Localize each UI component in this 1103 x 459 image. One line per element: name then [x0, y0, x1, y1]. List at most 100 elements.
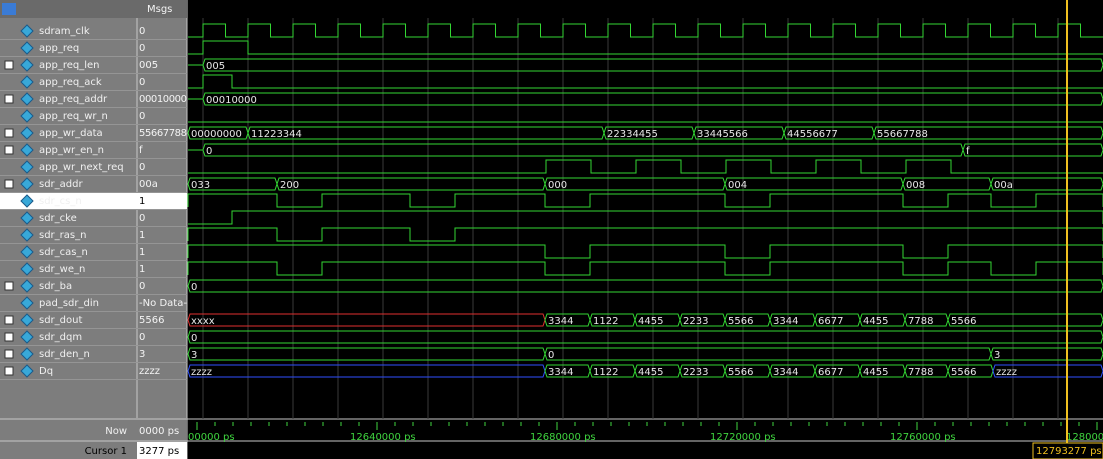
bus-value: 4455 — [638, 316, 663, 327]
expand-button[interactable] — [4, 366, 14, 376]
bus-value: 3344 — [548, 367, 573, 378]
signal-icon — [20, 92, 34, 106]
name-pane — [0, 0, 137, 459]
signal-name[interactable]: app_req_wr_n — [39, 111, 108, 122]
signal-icon — [20, 245, 34, 259]
expand-button[interactable] — [4, 145, 14, 155]
signal-value: zzzz — [139, 366, 160, 377]
signal-name[interactable]: sdr_cs_n — [39, 196, 82, 207]
bus-value: 005 — [206, 61, 225, 72]
signal-name[interactable]: app_req_len — [39, 60, 99, 71]
signal-name[interactable]: sdr_cke — [39, 213, 77, 224]
expand-button[interactable] — [4, 60, 14, 70]
bus-value: 3344 — [548, 316, 573, 327]
bus-value: 00010000 — [206, 95, 257, 106]
signal-name[interactable]: app_wr_en_n — [39, 145, 104, 156]
signal-value: 1 — [139, 230, 145, 241]
signal-icon — [20, 109, 34, 123]
signal-name[interactable]: sdr_cas_n — [39, 247, 88, 258]
signal-name[interactable]: sdr_ras_n — [39, 230, 86, 241]
signal-value: 0 — [139, 162, 145, 173]
menu-icon[interactable] — [2, 3, 16, 15]
bus-value: 0 — [548, 350, 554, 361]
signal-value: 55667788 — [139, 128, 187, 139]
signal-name[interactable]: app_wr_next_req — [39, 162, 124, 173]
signal-name[interactable]: sdr_den_n — [39, 349, 90, 360]
expand-button[interactable] — [4, 281, 14, 291]
bit-wave — [188, 159, 1103, 174]
bus-value: 3344 — [773, 316, 798, 327]
signal-icon — [20, 24, 34, 38]
expand-button[interactable] — [4, 94, 14, 104]
bus-value: 11223344 — [251, 129, 302, 140]
bus-value: 008 — [906, 180, 925, 191]
signal-name[interactable]: Dq — [39, 366, 53, 377]
selected-row — [0, 193, 187, 209]
signal-value: 1 — [139, 264, 145, 275]
signal-name[interactable]: sdr_addr — [39, 179, 83, 190]
bus-segment — [947, 313, 1103, 327]
bus-value: 033 — [191, 180, 210, 191]
bus-value: 44556677 — [787, 129, 838, 140]
signal-icon — [20, 211, 34, 225]
expand-button[interactable] — [4, 315, 14, 325]
bus-segment — [544, 347, 992, 361]
signal-value: 1 — [139, 196, 145, 207]
bus-value: 55667788 — [877, 129, 928, 140]
signal-icon — [20, 160, 34, 174]
signal-name[interactable]: app_wr_data — [39, 128, 103, 139]
bus-value: 0 — [191, 282, 197, 293]
signal-name[interactable]: app_req_addr — [39, 94, 108, 105]
signal-name[interactable]: sdr_dout — [39, 315, 82, 326]
expand-button[interactable] — [4, 128, 14, 138]
bit-wave — [187, 244, 1103, 259]
header-bar — [0, 0, 187, 18]
bus-segment — [990, 347, 1103, 361]
signal-value: 0 — [139, 281, 145, 292]
bus-value: 5566 — [728, 367, 753, 378]
bit-wave — [187, 227, 1103, 242]
bit-wave — [187, 261, 1103, 276]
cursor-time-box — [1032, 442, 1103, 459]
bus-segment — [187, 347, 546, 361]
bus-value: 2233 — [683, 316, 708, 327]
timeline-label: 12640000 ps — [350, 432, 416, 443]
expand-button[interactable] — [4, 179, 14, 189]
expand-button[interactable] — [4, 349, 14, 359]
bus-segment — [724, 177, 904, 191]
timeline-label: 12760000 ps — [890, 432, 956, 443]
bus-value: 7788 — [908, 367, 933, 378]
bus-segment — [276, 177, 546, 191]
signal-value: 005 — [139, 60, 158, 71]
signal-value: -No Data- — [139, 298, 187, 309]
signal-name[interactable]: sdram_clk — [39, 26, 90, 37]
bus-value: zzzz — [191, 367, 212, 378]
bus-value: zzzz — [996, 367, 1017, 378]
signal-name[interactable]: sdr_we_n — [39, 264, 85, 275]
signal-icon — [20, 279, 34, 293]
msgs-header: Msgs — [147, 4, 172, 15]
signal-value: 0 — [139, 213, 145, 224]
signal-icon — [20, 126, 34, 140]
bus-segment — [873, 126, 1103, 140]
bus-value: 00000000 — [191, 129, 242, 140]
bus-segment — [187, 330, 1103, 344]
now-label: Now — [105, 426, 127, 437]
signal-icon — [20, 330, 34, 344]
signal-name[interactable]: app_req_ack — [39, 77, 102, 88]
bus-segment — [990, 177, 1103, 191]
bus-value: 33445566 — [697, 129, 748, 140]
bus-value: 5566 — [728, 316, 753, 327]
signal-icon — [20, 313, 34, 327]
signal-icon — [20, 296, 34, 310]
signal-name[interactable]: sdr_ba — [39, 281, 72, 292]
signal-name[interactable]: pad_sdr_din — [39, 298, 99, 309]
signal-value: 5566 — [139, 315, 164, 326]
expand-button[interactable] — [4, 332, 14, 342]
signal-name[interactable]: sdr_dqm — [39, 332, 82, 343]
signal-name[interactable]: app_req — [39, 43, 79, 54]
bus-value: 2233 — [683, 367, 708, 378]
signal-value: 0 — [139, 332, 145, 343]
